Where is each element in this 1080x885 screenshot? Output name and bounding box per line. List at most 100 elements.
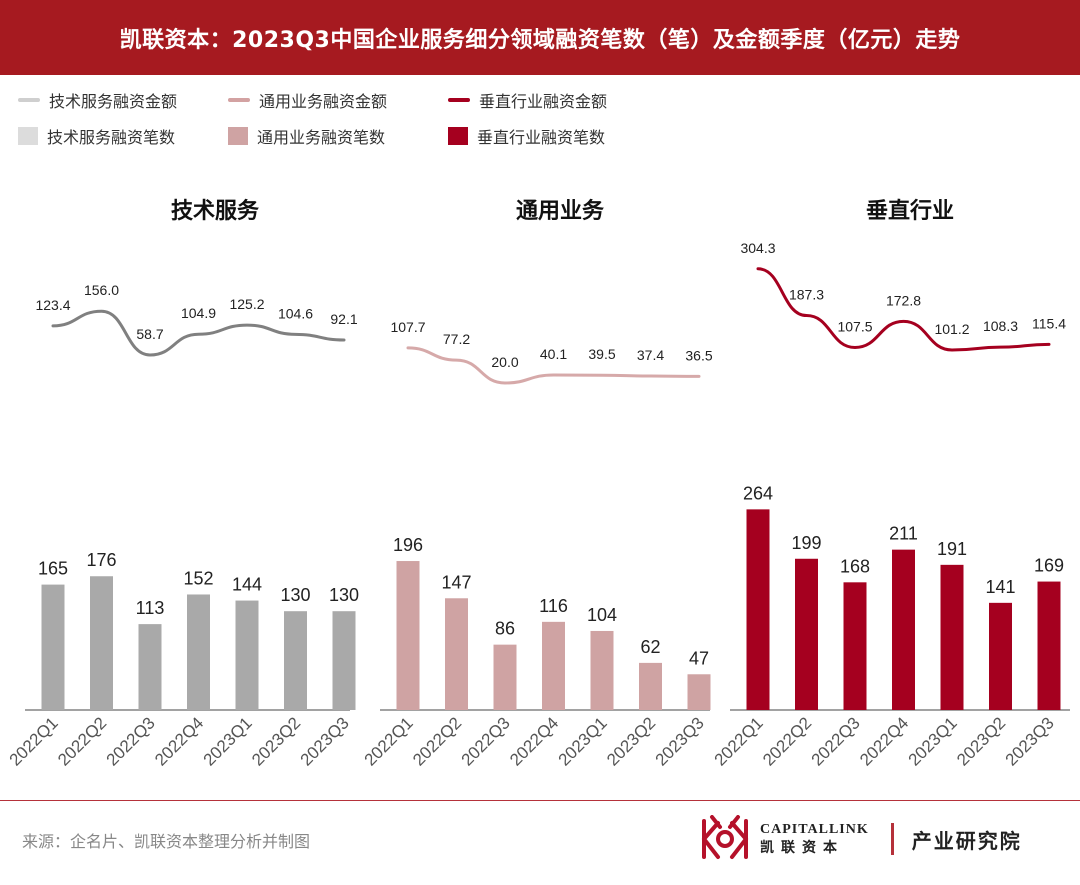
x-tick-label: 2023Q1	[200, 713, 256, 769]
bar	[235, 600, 259, 710]
x-tick-label: 2022Q3	[458, 713, 514, 769]
legend-swatch	[18, 98, 40, 102]
department-name: 产业研究院	[911, 828, 1022, 853]
legend-swatch	[18, 127, 38, 145]
amount-line	[756, 267, 1051, 352]
panel-title: 通用业务	[516, 199, 605, 224]
legend-swatch	[448, 127, 468, 145]
bar-value-label: 152	[183, 568, 213, 588]
bar-value-label: 211	[889, 524, 918, 544]
bar-value-label: 113	[136, 598, 165, 618]
bar-value-label: 141	[985, 577, 1015, 597]
line-value-label: 108.3	[983, 318, 1018, 334]
line-value-label: 125.2	[229, 296, 264, 312]
x-tick-label: 2022Q1	[711, 713, 767, 769]
bar-value-label: 62	[640, 637, 660, 657]
brand-separator	[890, 823, 894, 855]
x-tick-label: 2022Q3	[103, 713, 159, 769]
bar	[41, 584, 65, 710]
bar-value-label: 86	[495, 619, 515, 639]
x-tick-label: 2022Q1	[6, 713, 62, 769]
bar	[940, 564, 964, 710]
bar	[332, 611, 356, 710]
legend-label: 垂直行业融资金额	[479, 92, 608, 111]
line-value-label: 39.5	[588, 346, 615, 362]
x-tick-label: 2023Q2	[248, 713, 304, 769]
bar-value-label: 169	[1034, 556, 1064, 576]
x-tick-label: 2022Q3	[808, 713, 864, 769]
brand-block: CAPITALLINK 凯联资本 产业研究院	[698, 814, 1022, 864]
bar	[396, 561, 420, 710]
bar-value-label: 191	[937, 539, 967, 559]
legend-label: 技术服务融资金额	[49, 92, 178, 111]
bar-value-label: 130	[329, 585, 359, 605]
line-value-label: 37.4	[637, 347, 664, 363]
bar-value-label: 196	[393, 535, 423, 555]
chart-canvas: 技术服务 165 2022Q1 176 2022Q2 113 2022Q3 152 2022Q4…	[6, 198, 1070, 770]
bar	[989, 602, 1012, 710]
bar-value-label: 116	[539, 596, 568, 616]
brand-name-cn: 凯联资本	[760, 840, 844, 856]
line-value-label: 36.5	[685, 347, 712, 363]
legend-label: 技术服务融资笔数	[47, 128, 176, 147]
x-tick-label: 2022Q1	[361, 713, 417, 769]
bar	[445, 598, 468, 710]
bar	[590, 630, 614, 710]
line-value-label: 187.3	[789, 287, 824, 303]
x-tick-label: 2023Q2	[603, 713, 659, 769]
line-value-label: 92.1	[330, 311, 357, 327]
source-note: 来源：企名片、凯联资本整理分析并制图	[22, 832, 311, 851]
bar	[1037, 581, 1061, 710]
footer-divider	[0, 800, 1080, 801]
capitallink-logo-icon	[702, 815, 748, 859]
x-tick-label: 2023Q1	[905, 713, 961, 769]
bar	[639, 662, 662, 710]
bar	[284, 611, 307, 710]
line-value-label: 101.2	[934, 321, 969, 337]
bar	[187, 594, 210, 710]
bar-value-label: 130	[280, 585, 310, 605]
line-value-label: 40.1	[540, 346, 567, 362]
brand-name-en: CAPITALLINK	[760, 822, 869, 837]
legend-swatch	[448, 98, 470, 102]
line-value-label: 172.8	[886, 292, 921, 308]
legend-label: 通用业务融资笔数	[257, 128, 386, 147]
bar-value-label: 165	[38, 559, 68, 579]
bar	[90, 576, 113, 710]
panel-title: 技术服务	[171, 199, 260, 224]
line-value-label: 304.3	[740, 240, 775, 256]
legend-label: 垂直行业融资笔数	[477, 128, 606, 147]
legend-item-tech-amount: 技术服务融资金额	[18, 88, 228, 112]
bar-value-label: 104	[587, 605, 617, 625]
x-tick-label: 2022Q2	[759, 713, 815, 769]
legend-item-general-count: 通用业务融资笔数	[228, 124, 448, 148]
line-value-label: 115.4	[1032, 315, 1066, 331]
legend-label: 通用业务融资金额	[259, 92, 388, 111]
bar	[493, 644, 517, 710]
x-tick-label: 2023Q3	[297, 713, 353, 769]
x-tick-label: 2022Q4	[856, 713, 912, 769]
bar-value-label: 176	[86, 550, 116, 570]
bar-value-label: 199	[791, 533, 821, 553]
bar	[892, 549, 915, 710]
bar	[746, 509, 770, 710]
legend-item-vertical-count: 垂直行业融资笔数	[448, 124, 658, 148]
bar	[843, 582, 867, 710]
x-tick-label: 2022Q2	[409, 713, 465, 769]
line-value-label: 20.0	[491, 354, 518, 370]
bar	[687, 674, 711, 710]
x-tick-label: 2023Q2	[953, 713, 1009, 769]
x-tick-label: 2022Q4	[151, 713, 207, 769]
x-tick-label: 2023Q3	[1002, 713, 1058, 769]
bar-value-label: 168	[840, 556, 870, 576]
title-banner: 凯联资本：2023Q3中国企业服务细分领域融资笔数（笔）及金额季度（亿元）走势	[0, 0, 1080, 75]
legend-item-tech-count: 技术服务融资笔数	[18, 124, 228, 148]
bar-value-label: 147	[441, 572, 471, 592]
bar	[138, 624, 162, 710]
bar	[795, 558, 818, 710]
x-tick-label: 2023Q1	[555, 713, 611, 769]
legend: 技术服务融资金额 通用业务融资金额 垂直行业融资金额 技术服务融资笔数 通用业务…	[18, 88, 658, 148]
legend-item-vertical-amount: 垂直行业融资金额	[448, 88, 658, 112]
legend-swatch	[228, 98, 250, 102]
x-tick-label: 2023Q3	[652, 713, 708, 769]
